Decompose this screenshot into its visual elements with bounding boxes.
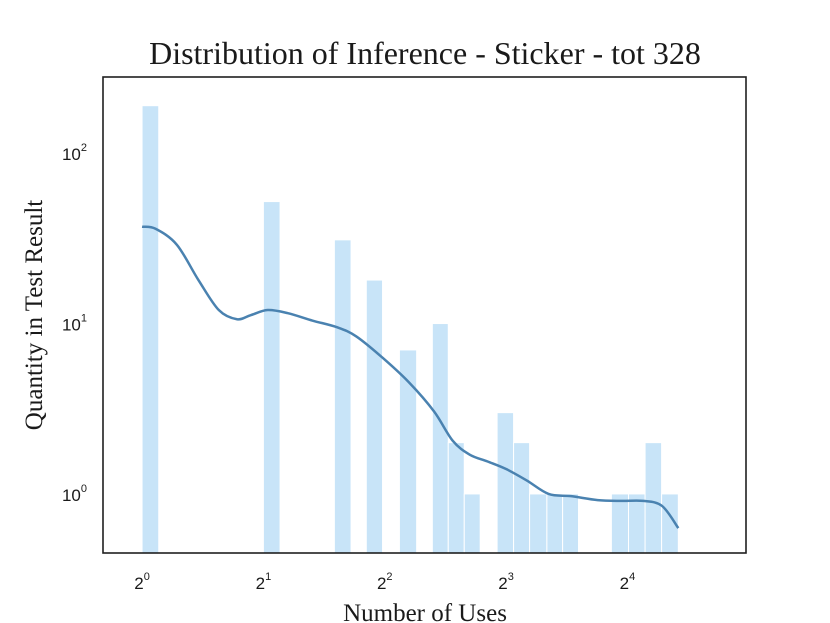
histogram-bar-7	[447, 442, 465, 554]
x-tick-label-3: 23	[498, 571, 514, 593]
histogram-bar-12	[546, 493, 564, 554]
histogram-bar-2	[262, 201, 281, 554]
y-tick-label-0: 100	[62, 483, 87, 505]
histogram-bar-11	[529, 493, 548, 554]
plot-frame	[102, 76, 747, 554]
y-ticks-group: 100 101 102	[62, 142, 87, 505]
histogram-bar-15	[628, 493, 646, 554]
x-axis-label: Number of Uses	[343, 600, 507, 623]
histogram-bar-8	[463, 493, 481, 554]
histogram-bar-9	[496, 412, 515, 554]
histogram-bar-1	[141, 105, 160, 554]
histogram-bar-4	[365, 279, 384, 554]
histogram-bar-13	[562, 493, 580, 554]
y-axis-label: Quantity in Test Result	[21, 200, 48, 430]
bars-group	[141, 105, 679, 554]
histogram-bar-6	[431, 323, 449, 554]
x-ticks-group: 20 21 22 23 24	[134, 571, 635, 593]
kde-line	[141, 225, 680, 529]
y-tick-label-1: 101	[62, 313, 87, 335]
x-tick-label-0: 20	[134, 571, 150, 593]
histogram-bar-14	[610, 493, 630, 554]
histogram-bar-10	[513, 442, 531, 554]
y-tick-label-2: 102	[62, 142, 87, 164]
histogram-bar-3	[333, 239, 352, 554]
x-tick-label-1: 21	[256, 571, 272, 593]
chart-title: Distribution of Inference - Sticker - to…	[149, 35, 701, 71]
x-tick-label-4: 24	[620, 571, 636, 593]
x-tick-label-2: 22	[377, 571, 393, 593]
histogram-bar-16	[644, 442, 663, 554]
